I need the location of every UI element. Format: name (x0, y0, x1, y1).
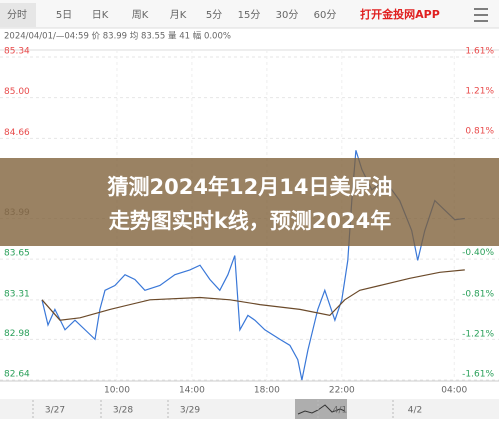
tab[interactable]: 15分 (238, 9, 261, 21)
tab[interactable]: 5日 (56, 10, 72, 21)
tab[interactable]: 周K (132, 9, 149, 21)
x-tick-label: 22:00 (329, 386, 355, 396)
x-tick-label: 04:00 (441, 386, 467, 396)
tab[interactable]: 月K (170, 9, 187, 21)
overlay-line: 走势图实时k线，预测2024年 (109, 209, 391, 233)
navigator-date: 4/2 (408, 406, 422, 416)
navigator-date: 3/27 (45, 406, 65, 416)
y-tick-label: 83.65 (4, 249, 30, 259)
x-tick-label: 10:00 (104, 386, 130, 396)
tab[interactable]: 分时 (7, 9, 27, 21)
overlay-band (0, 158, 499, 246)
tab[interactable]: 日K (92, 10, 109, 21)
y2-tick-label: 0.81% (465, 127, 494, 137)
tab[interactable]: 30分 (276, 9, 299, 21)
y2-tick-label: -1.21% (462, 329, 494, 339)
y-tick-label: 85.34 (4, 47, 30, 57)
app-button[interactable]: 打开金投网APP (360, 7, 440, 21)
tab[interactable]: 5分 (206, 9, 222, 21)
y2-tick-label: -0.81% (462, 289, 494, 299)
menu-icon[interactable] (474, 8, 488, 22)
y-tick-label: 85.00 (4, 87, 30, 97)
price-line (41, 269, 465, 321)
y2-tick-label: -1.61% (462, 370, 494, 380)
tab[interactable]: 60分 (314, 9, 337, 21)
y-tick-label: 83.31 (4, 289, 30, 299)
info-line: 2024/04/01/—04:59 价 83.99 均 83.55 量 41 幅… (4, 31, 231, 42)
navigator-preview (297, 404, 346, 415)
y-tick-label: 82.64 (4, 370, 30, 380)
navigator-date: 4/1 (333, 406, 347, 416)
overlay-line: 猜测2024年12月14日美原油 (107, 175, 393, 199)
tab-bar (0, 0, 499, 28)
y2-tick-label: 1.61% (465, 47, 494, 57)
x-tick-label: 18:00 (254, 386, 280, 396)
y-tick-label: 82.98 (4, 329, 30, 339)
navigator-window[interactable] (295, 399, 347, 419)
navigator-date: 3/28 (113, 406, 133, 416)
y2-tick-label: 1.21% (465, 87, 494, 97)
y-tick-label: 84.66 (4, 128, 30, 138)
navigator[interactable] (0, 399, 499, 419)
plot: 85.3485.0084.6683.9983.6583.3182.9882.64… (0, 47, 499, 396)
x-tick-label: 14:00 (179, 386, 205, 396)
y2-tick-label: -0.40% (462, 248, 494, 258)
tab-selected (0, 3, 36, 27)
navigator-date: 3/29 (180, 406, 200, 416)
